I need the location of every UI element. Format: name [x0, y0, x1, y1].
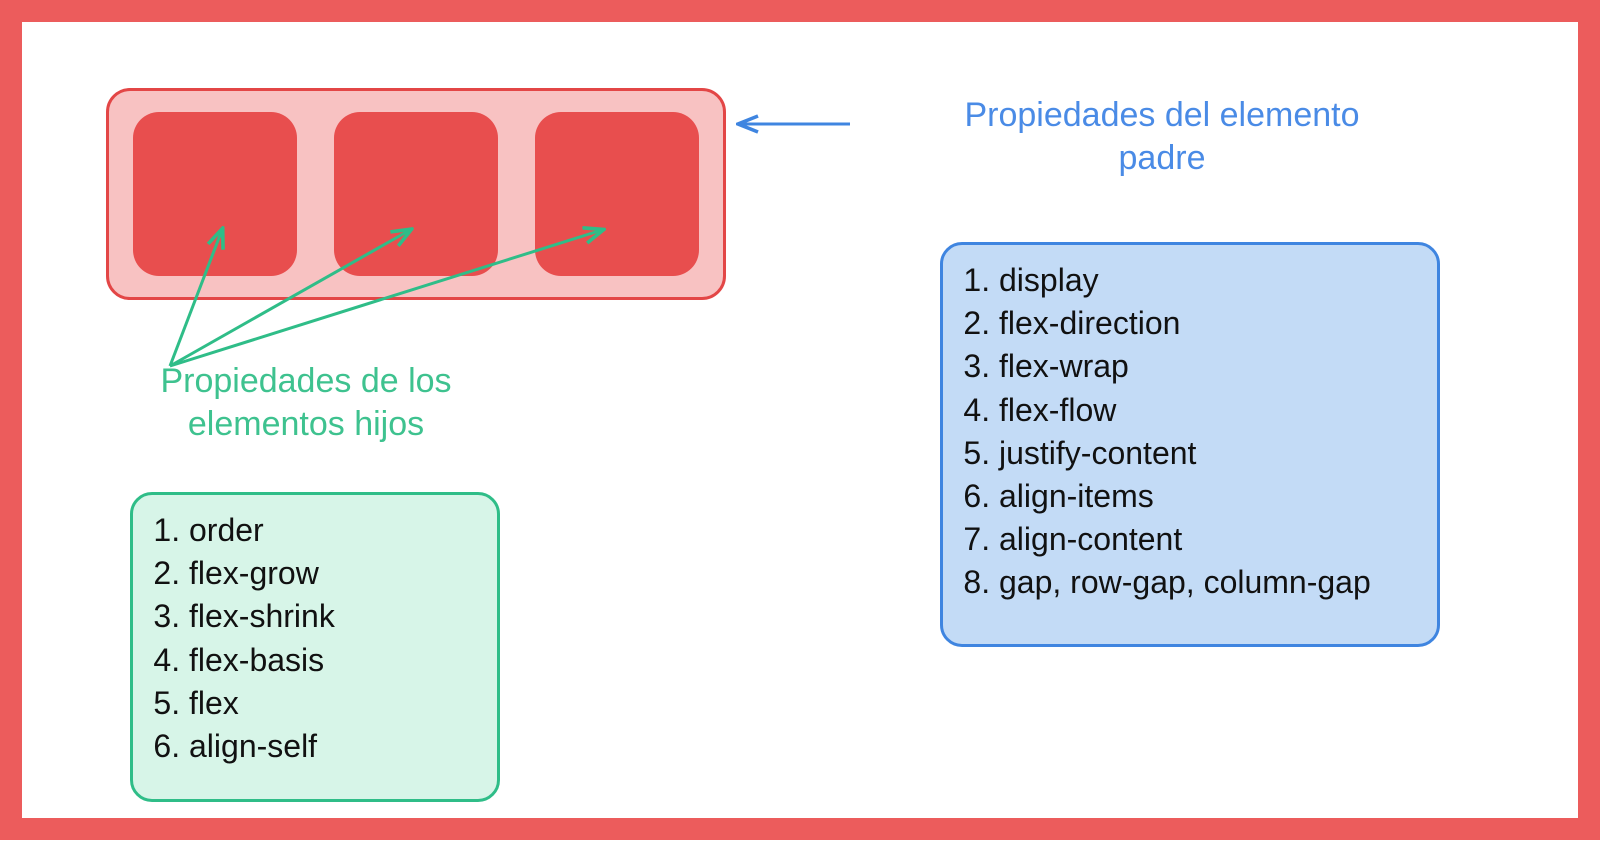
child-property-item: flex — [189, 682, 473, 725]
child-property-item: flex-shrink — [189, 595, 473, 638]
parent-property-item: flex-wrap — [999, 345, 1413, 388]
parent-properties-label: Propiedades del elemento padre — [852, 94, 1472, 179]
flex-child-box — [334, 112, 498, 276]
parent-property-item: display — [999, 259, 1413, 302]
parent-properties-list: displayflex-directionflex-wrapflex-flowj… — [965, 259, 1413, 605]
child-property-item: flex-basis — [189, 639, 473, 682]
parent-properties-box: displayflex-directionflex-wrapflex-flowj… — [940, 242, 1440, 647]
child-property-item: flex-grow — [189, 552, 473, 595]
parent-property-item: align-items — [999, 475, 1413, 518]
flex-child-box — [535, 112, 699, 276]
child-property-item: order — [189, 509, 473, 552]
flex-child-box — [133, 112, 297, 276]
parent-property-item: flex-flow — [999, 389, 1413, 432]
children-properties-box: orderflex-growflex-shrinkflex-basisflexa… — [130, 492, 500, 802]
parent-property-item: flex-direction — [999, 302, 1413, 345]
children-properties-list: orderflex-growflex-shrinkflex-basisflexa… — [155, 509, 473, 768]
children-properties-label: Propiedades de los elementos hijos — [86, 360, 526, 445]
parent-property-item: justify-content — [999, 432, 1413, 475]
diagram-frame: Propiedades del elemento padre Propiedad… — [0, 0, 1600, 840]
parent-property-item: align-content — [999, 518, 1413, 561]
flex-parent-container — [106, 88, 726, 300]
parent-property-item: gap, row-gap, column-gap — [999, 561, 1413, 604]
child-property-item: align-self — [189, 725, 473, 768]
